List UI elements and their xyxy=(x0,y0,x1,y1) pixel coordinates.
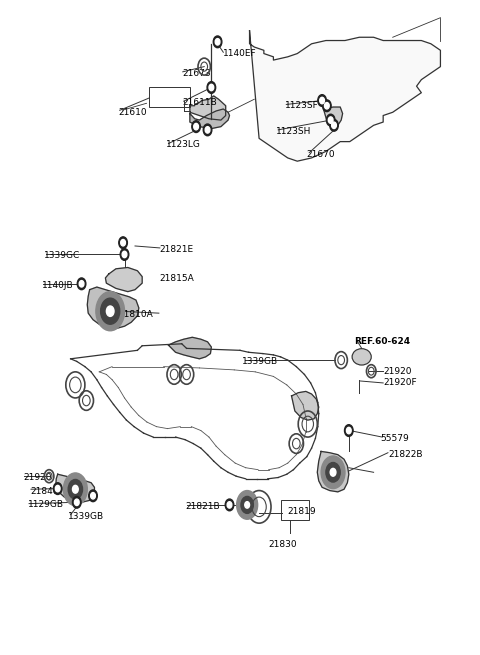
Circle shape xyxy=(79,280,84,287)
Ellipse shape xyxy=(352,348,371,365)
Text: 1123SF: 1123SF xyxy=(285,102,319,110)
Circle shape xyxy=(120,249,129,260)
Polygon shape xyxy=(324,107,343,126)
Polygon shape xyxy=(250,31,441,161)
Circle shape xyxy=(119,237,127,249)
Polygon shape xyxy=(87,287,139,329)
Circle shape xyxy=(215,39,220,45)
Circle shape xyxy=(91,493,96,499)
Text: 21819: 21819 xyxy=(288,507,316,516)
Polygon shape xyxy=(317,451,349,492)
Circle shape xyxy=(225,499,234,511)
Circle shape xyxy=(209,84,214,90)
Text: 1140EF: 1140EF xyxy=(223,49,257,58)
Text: 21920: 21920 xyxy=(383,367,412,377)
Circle shape xyxy=(241,496,253,514)
Text: 1129GB: 1129GB xyxy=(28,500,64,510)
Polygon shape xyxy=(190,109,229,128)
Circle shape xyxy=(328,117,333,123)
Circle shape xyxy=(227,502,232,508)
Text: 21821B: 21821B xyxy=(185,502,220,512)
Bar xyxy=(149,88,190,107)
Text: 21610: 21610 xyxy=(118,108,147,117)
Text: 21830: 21830 xyxy=(269,540,297,549)
Circle shape xyxy=(321,456,345,489)
Circle shape xyxy=(318,95,326,106)
Circle shape xyxy=(89,490,97,502)
Circle shape xyxy=(101,298,120,324)
Circle shape xyxy=(326,462,340,482)
Text: 21815A: 21815A xyxy=(159,274,193,283)
Text: 21611B: 21611B xyxy=(183,98,217,107)
Text: 1140JB: 1140JB xyxy=(42,280,73,290)
Text: 1339GB: 1339GB xyxy=(242,357,278,366)
Circle shape xyxy=(107,306,114,316)
Circle shape xyxy=(237,491,258,519)
Circle shape xyxy=(122,252,127,257)
Circle shape xyxy=(55,485,60,492)
Text: 1339GB: 1339GB xyxy=(68,512,104,521)
Text: 21822B: 21822B xyxy=(388,450,422,459)
Circle shape xyxy=(192,121,200,132)
Circle shape xyxy=(194,123,198,130)
Circle shape xyxy=(347,427,351,434)
Circle shape xyxy=(245,502,250,508)
Circle shape xyxy=(68,479,83,499)
Circle shape xyxy=(207,82,216,94)
Circle shape xyxy=(63,473,87,506)
Text: 55579: 55579 xyxy=(381,434,409,443)
Circle shape xyxy=(120,240,125,246)
Text: 1123SH: 1123SH xyxy=(276,127,311,136)
Circle shape xyxy=(74,499,79,506)
Text: 21920: 21920 xyxy=(23,473,51,482)
Bar xyxy=(281,500,309,520)
Circle shape xyxy=(345,424,353,436)
Polygon shape xyxy=(106,267,142,291)
Circle shape xyxy=(326,114,335,126)
Circle shape xyxy=(53,483,62,495)
Circle shape xyxy=(96,291,124,331)
Circle shape xyxy=(330,119,338,131)
Polygon shape xyxy=(168,337,211,359)
Circle shape xyxy=(320,98,324,103)
Text: 21821E: 21821E xyxy=(159,245,193,253)
Circle shape xyxy=(213,36,222,48)
Text: 1339GC: 1339GC xyxy=(44,252,81,260)
Text: REF.60-624: REF.60-624 xyxy=(355,337,411,346)
Circle shape xyxy=(72,496,81,508)
Circle shape xyxy=(72,485,78,493)
Circle shape xyxy=(324,103,329,109)
Polygon shape xyxy=(190,96,226,120)
Text: 21673: 21673 xyxy=(183,69,211,78)
Circle shape xyxy=(323,100,331,111)
Text: 21810A: 21810A xyxy=(118,310,153,319)
Circle shape xyxy=(330,468,336,476)
Text: 1123LG: 1123LG xyxy=(166,140,201,149)
Circle shape xyxy=(205,126,210,133)
Circle shape xyxy=(203,124,212,136)
Text: 21920F: 21920F xyxy=(383,379,417,388)
Text: 21840: 21840 xyxy=(30,487,59,496)
Polygon shape xyxy=(291,392,319,420)
Polygon shape xyxy=(56,474,95,502)
Circle shape xyxy=(77,278,86,290)
Circle shape xyxy=(332,122,336,128)
Text: 21670: 21670 xyxy=(307,150,336,159)
